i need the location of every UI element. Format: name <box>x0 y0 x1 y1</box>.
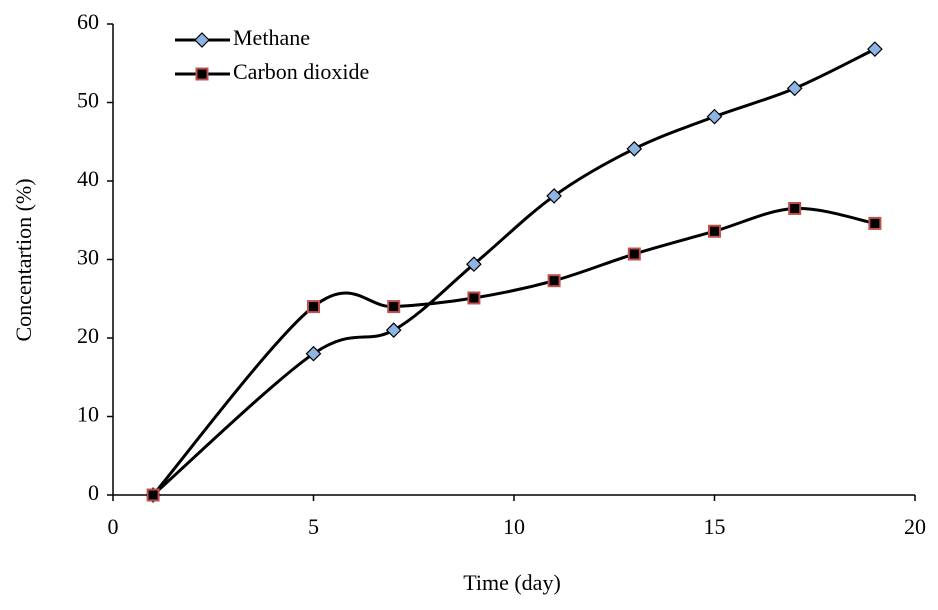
data-point <box>626 140 643 157</box>
data-point <box>547 274 561 288</box>
data-point <box>627 247 641 261</box>
data-point <box>467 291 481 305</box>
data-point <box>387 300 401 314</box>
legend-label: Methane <box>233 25 310 50</box>
y-tick-label: 60 <box>77 9 99 34</box>
data-point <box>708 224 721 238</box>
y-tick-label: 40 <box>77 166 99 191</box>
data-point <box>786 80 803 97</box>
data-point <box>868 216 882 230</box>
legend-marker <box>194 32 210 48</box>
series-line <box>152 47 876 497</box>
x-tick-label: 20 <box>904 514 926 539</box>
x-tick-label: 15 <box>704 514 726 539</box>
x-tick-label: 5 <box>308 514 319 539</box>
data-point <box>385 322 402 338</box>
y-tick-label: 50 <box>77 88 99 113</box>
data-point <box>307 300 320 314</box>
data-point <box>305 345 322 362</box>
data-point <box>466 256 482 273</box>
x-tick-label: 0 <box>108 514 119 539</box>
y-axis-label: Concentartion (%) <box>11 178 36 341</box>
data-point <box>706 108 723 125</box>
x-axis-label: Time (day) <box>463 570 561 595</box>
data-point <box>146 488 160 502</box>
y-tick-label: 0 <box>88 480 99 505</box>
data-point <box>788 201 802 215</box>
legend-marker <box>195 67 209 81</box>
y-tick-label: 20 <box>77 323 99 348</box>
y-tick-label: 30 <box>77 245 99 270</box>
data-point <box>867 41 883 57</box>
series-line <box>151 206 876 496</box>
x-tick-label: 10 <box>503 514 525 539</box>
legend-label: Carbon dioxide <box>233 59 369 84</box>
data-point <box>546 188 562 204</box>
y-tick-label: 10 <box>77 402 99 427</box>
